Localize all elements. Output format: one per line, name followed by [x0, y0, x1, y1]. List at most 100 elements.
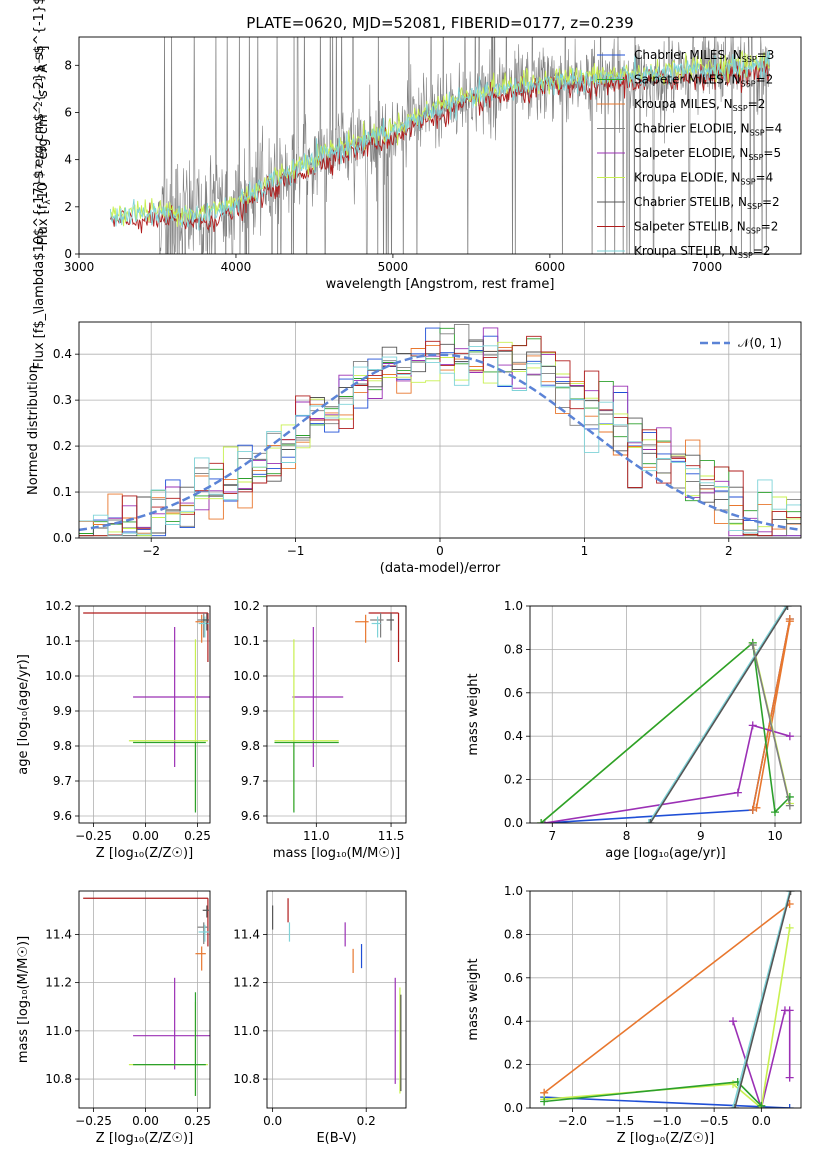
age_vs_mass-axes: 11.0 11.5 9.6 9.7 9.8 9.9 10.0 10.1 10.2 mass [lo…	[233, 599, 406, 861]
x-tick-label: 4000	[221, 260, 252, 274]
y-tick-label: 9.7	[53, 774, 72, 788]
y-tick-label: 10.2	[233, 599, 260, 613]
y-tick-label: 0.0	[504, 816, 523, 830]
spectrum-axes: 3000 4000 5000 6000 7000 0 2 4 6 8 wavelength [Ang…	[32, 0, 722, 369]
y-axis-label: mass weight	[466, 673, 481, 755]
x-tick-label: −1	[287, 544, 305, 558]
legend-item: 𝒩(0, 1)	[738, 336, 782, 350]
residuals-legend: 𝒩(0, 1)	[700, 336, 782, 350]
weight_vs_age-lines	[537, 606, 794, 823]
mass_vs_ebv-errorbars	[272, 898, 402, 1094]
y-tick-label: 11.0	[45, 1024, 72, 1038]
y-tick-label: 10.0	[45, 669, 72, 683]
y-tick-label: 9.6	[53, 809, 72, 823]
x-tick-label: 0.25	[184, 1114, 211, 1128]
y-tick-label: 10.2	[45, 599, 72, 613]
y-tick-label: 9.6	[241, 809, 260, 823]
legend-item: Kroupa MILES, NSSP=2	[634, 97, 765, 113]
weight-marker	[729, 1104, 738, 1108]
mass_vs_ebv-frame	[266, 890, 407, 1109]
weight-marker	[771, 808, 780, 817]
x-tick-label: 6000	[535, 260, 566, 274]
weight-line	[648, 606, 787, 823]
x-tick-label: 3000	[64, 260, 95, 274]
spectrum-model-kroupa_stelib	[109, 51, 771, 231]
spectrum-model-kroupa_elodie	[110, 49, 770, 227]
x-tick-label: 0.0	[752, 1114, 771, 1128]
weight-marker	[537, 819, 546, 823]
x-tick-label: 5000	[378, 260, 409, 274]
hist-kroupa_elodie	[79, 341, 801, 537]
weight_vs_Z-frame	[529, 890, 802, 1109]
spectrum-legend: Chabrier MILES, NSSP=3 Salpeter MILES, NS…	[597, 48, 782, 260]
weight-marker	[748, 641, 757, 650]
x-tick-label: 7	[548, 829, 556, 843]
weight-line	[732, 891, 791, 1108]
x-axis-label: mass [log₁₀(M/M☉)]	[273, 846, 400, 861]
y-tick-label: 2	[64, 200, 72, 214]
x-tick-label: 10	[767, 829, 782, 843]
weight-marker	[540, 1097, 549, 1106]
y-axis-label: age [log₁₀(age/yr)]	[16, 654, 31, 775]
y-tick-label: 9.9	[241, 704, 260, 718]
legend-item: Chabrier MILES, NSSP=3	[634, 48, 774, 64]
y-tick-label: 11.4	[45, 927, 72, 941]
age_vs_Z-axes: −0.25 0.00 0.25 9.6 9.7 9.8 9.9 10.0 10.1 10.2 Z […	[16, 599, 211, 861]
mass_vs_ebv-axes: 0.0 0.2 10.8 11.0 11.2 11.4 E(B-V)	[233, 891, 406, 1146]
y-tick-label: 0.8	[504, 642, 523, 656]
y-axis-label: Flux [fλ10−17 erg cm−2 s−1 A−1]	[35, 46, 53, 246]
spectrum-frame	[78, 36, 802, 255]
x-tick-label: 9	[697, 829, 705, 843]
weight-line	[544, 724, 791, 823]
y-tick-label: 0.2	[53, 439, 72, 453]
x-axis-label: E(B-V)	[316, 1131, 356, 1146]
x-tick-label: −2	[142, 544, 160, 558]
weight_vs_age-axes: 7 8 9 10 0.0 0.2 0.4 0.6 0.8 1.0 age [log₁₀(age/yr…	[466, 599, 801, 861]
x-tick-label: −0.5	[700, 1114, 729, 1128]
x-axis-label: (data-model)/error	[380, 561, 501, 576]
y-tick-label: 0.4	[504, 1014, 523, 1028]
weight-marker	[644, 819, 653, 823]
x-tick-label: −1.5	[605, 1114, 634, 1128]
x-axis-label: age [log₁₀(age/yr)]	[605, 846, 726, 861]
weight_vs_age-frame	[529, 605, 802, 824]
y-tick-label: 11.4	[233, 927, 260, 941]
weight-marker	[733, 788, 742, 797]
x-tick-label: 0.25	[184, 829, 211, 843]
weight_vs_Z-lines	[540, 891, 795, 1108]
weight-marker	[785, 923, 794, 932]
legend-item: Salpeter MILES, NSSP=2	[634, 73, 773, 89]
y-tick-label: 0.4	[53, 347, 72, 361]
y-tick-label: 10.1	[233, 634, 260, 648]
x-axis-label: Z [log₁₀(Z/Z☉)]	[96, 846, 193, 861]
weight-marker	[729, 1080, 738, 1089]
x-tick-label: 7000	[692, 260, 723, 274]
y-axis-label: Flux [f$_\lambda$10$^{-17}$ erg cm$^{-2}…	[32, 0, 47, 369]
weight-marker	[785, 617, 794, 626]
y-tick-label: 9.7	[241, 774, 260, 788]
x-tick-label: 0.2	[357, 1114, 376, 1128]
y-tick-label: 0.2	[504, 1058, 523, 1072]
weight-marker	[783, 606, 792, 610]
weight-marker	[786, 891, 795, 895]
weight_vs_Z-axes: −2.0 −1.5 −1.0 −0.5 0.0 0.0 0.2 0.4 0.6 0.8 1.0 Z […	[466, 884, 801, 1146]
y-tick-label: 0	[64, 247, 72, 261]
y-tick-label: 10.0	[233, 669, 260, 683]
gaussian-curve	[79, 353, 801, 532]
age_vs_Z-errorbars	[83, 612, 210, 813]
weight-marker	[729, 1017, 738, 1026]
weight-marker	[752, 803, 761, 812]
weight-line	[751, 618, 791, 811]
x-tick-label: 0.0	[263, 1114, 282, 1128]
weight-marker	[730, 1104, 739, 1108]
residuals-frame	[78, 321, 802, 539]
x-tick-label: 0	[436, 544, 444, 558]
y-tick-label: 0.6	[504, 686, 523, 700]
x-tick-label: −1.0	[652, 1114, 681, 1128]
y-axis-label: mass [log₁₀(M/M☉)]	[16, 936, 31, 1063]
y-tick-label: 4	[64, 153, 72, 167]
weight-line	[649, 606, 789, 823]
x-axis-label: Z [log₁₀(Z/Z☉)]	[617, 1131, 714, 1146]
y-tick-label: 11.2	[233, 976, 260, 990]
